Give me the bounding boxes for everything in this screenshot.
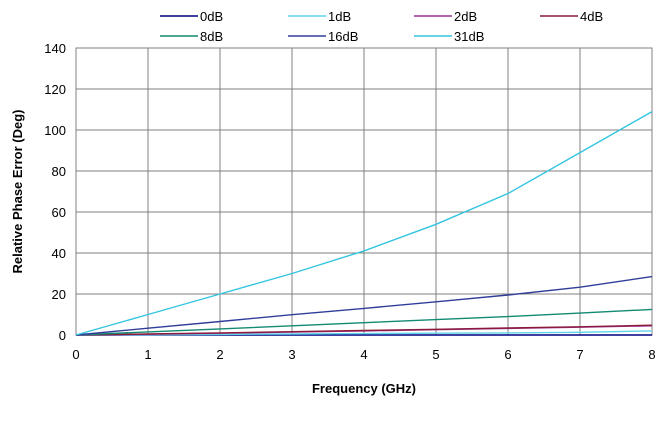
y-tick-label: 140 (44, 41, 66, 56)
x-tick-label: 8 (648, 347, 655, 362)
legend: 0dB 1dB 2dB 4dB 8dB 16dB 31dB (160, 9, 603, 44)
y-tick-label: 100 (44, 123, 66, 138)
series-line-16db (75, 275, 653, 336)
x-tick-label: 3 (288, 347, 295, 362)
legend-item-2db: 2dB (414, 9, 477, 24)
legend-item-4db: 4dB (540, 9, 603, 24)
legend-label: 8dB (200, 29, 223, 44)
legend-label: 16dB (328, 29, 358, 44)
y-tick-label: 20 (52, 287, 66, 302)
y-axis-title: Relative Phase Error (Deg) (10, 109, 25, 273)
x-tick-label: 5 (432, 347, 439, 362)
legend-item-1db: 1dB (288, 9, 351, 24)
x-tick-label: 0 (72, 347, 79, 362)
y-tick-label: 120 (44, 82, 66, 97)
legend-item-16db: 16dB (288, 29, 358, 44)
x-tick-label: 4 (360, 347, 367, 362)
tick-labels: 0 20 40 60 80 100 120 140 0 1 2 3 4 5 6 7 8 (44, 41, 655, 362)
series-line-31db (75, 110, 653, 336)
x-tick-label: 6 (504, 347, 511, 362)
legend-label: 2dB (454, 9, 477, 24)
y-tick-label: 60 (52, 205, 66, 220)
legend-item-8db: 8dB (160, 29, 223, 44)
x-tick-label: 1 (144, 347, 151, 362)
x-tick-label: 2 (216, 347, 223, 362)
legend-item-0db: 0dB (160, 9, 223, 24)
gridlines (76, 48, 652, 335)
legend-label: 1dB (328, 9, 351, 24)
legend-label: 4dB (580, 9, 603, 24)
series-line-8db (75, 308, 653, 336)
legend-label: 0dB (200, 9, 223, 24)
series-lines (75, 110, 653, 336)
x-axis-title: Frequency (GHz) (312, 381, 416, 396)
legend-label: 31dB (454, 29, 484, 44)
y-tick-label: 40 (52, 246, 66, 261)
legend-item-31db: 31dB (414, 29, 484, 44)
series-line-1db (75, 330, 653, 336)
y-tick-label: 80 (52, 164, 66, 179)
series-line-4db (75, 324, 653, 336)
y-tick-label: 0 (59, 328, 66, 343)
x-tick-label: 7 (576, 347, 583, 362)
